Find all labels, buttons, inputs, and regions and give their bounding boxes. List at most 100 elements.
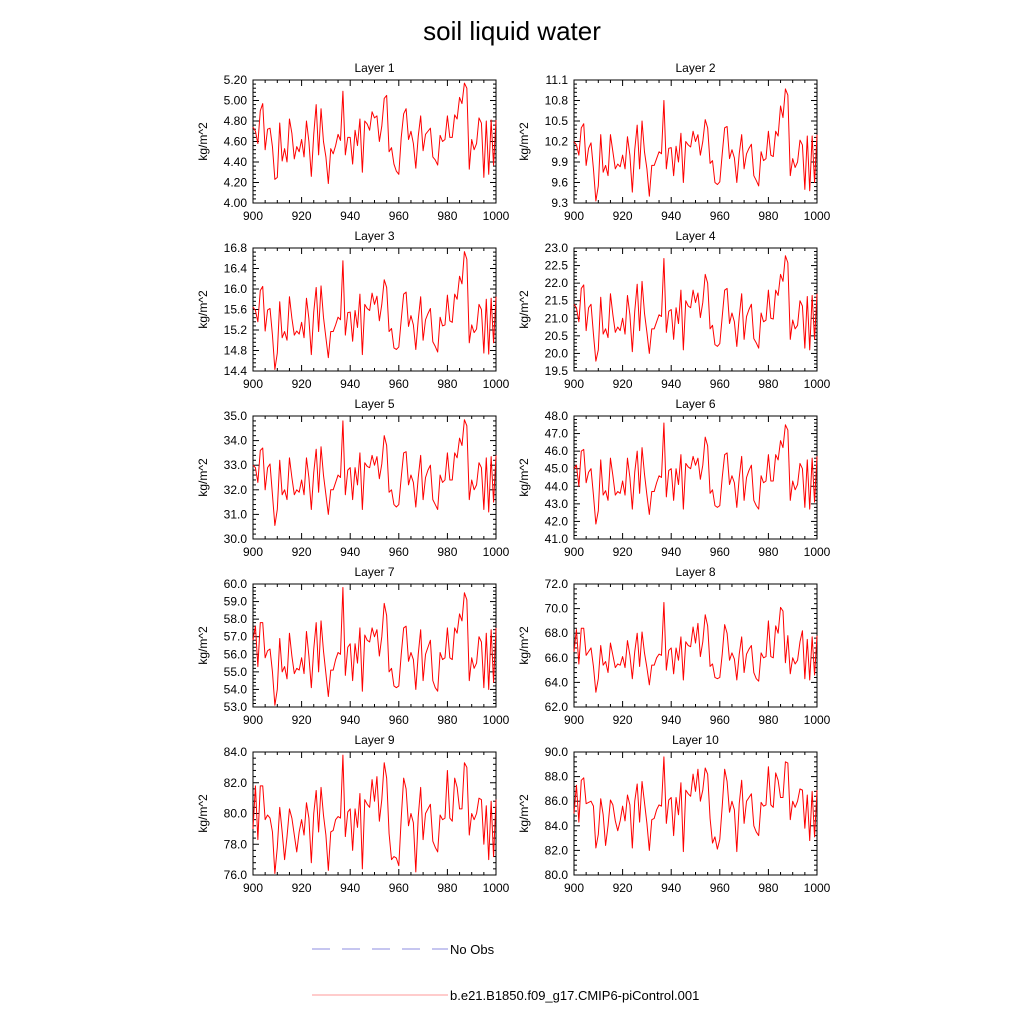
y-tick-label: 64.0 <box>545 675 569 689</box>
x-tick-label: 940 <box>661 377 681 391</box>
x-tick-label: 980 <box>437 545 457 559</box>
x-tick-label: 980 <box>758 377 778 391</box>
y-tick-label: 4.60 <box>224 135 248 149</box>
y-tick-label: 20.0 <box>545 346 569 360</box>
plot-frame <box>252 247 497 372</box>
x-tick-label: 980 <box>437 713 457 727</box>
panel-title: Layer 3 <box>354 229 394 243</box>
series-line <box>573 88 818 202</box>
panel-title: Layer 8 <box>675 565 715 579</box>
x-tick-label: 900 <box>564 545 584 559</box>
x-tick-label: 940 <box>340 713 360 727</box>
x-tick-label: 900 <box>243 713 263 727</box>
series-line <box>573 255 818 362</box>
y-axis-label: kg/m^2 <box>517 458 531 497</box>
series-line <box>252 587 497 706</box>
x-tick-label: 920 <box>613 545 633 559</box>
x-tick-label: 980 <box>758 713 778 727</box>
x-tick-label: 940 <box>340 377 360 391</box>
panel-layer-3: Layer 3 kg/m^2 900 920 940 960 980 1000 14.4 14.8… <box>196 229 510 391</box>
x-tick-label: 980 <box>437 377 457 391</box>
y-tick-label: 62.0 <box>545 700 569 714</box>
y-tick-label: 30.0 <box>224 532 248 546</box>
y-tick-label: 33.0 <box>224 458 248 472</box>
x-tick-label: 900 <box>243 377 263 391</box>
panel-layer-4: Layer 4 kg/m^2 900 920 940 960 980 1000 19.5 20.0… <box>517 229 831 391</box>
panel-layer-7: Layer 7 kg/m^2 900 920 940 960 980 1000 53.0 54.0… <box>196 565 510 727</box>
x-tick-label: 920 <box>613 881 633 895</box>
y-axis-label: kg/m^2 <box>196 290 210 329</box>
series-line <box>252 754 497 874</box>
x-tick-label: 920 <box>292 209 312 223</box>
x-tick-label: 940 <box>340 545 360 559</box>
y-axis-label: kg/m^2 <box>517 794 531 833</box>
x-tick-label: 980 <box>758 545 778 559</box>
x-tick-label: 920 <box>292 545 312 559</box>
y-tick-label: 11.1 <box>546 73 569 87</box>
y-tick-label: 5.20 <box>224 73 248 87</box>
y-tick-label: 78.0 <box>224 837 248 851</box>
panel-layer-5: Layer 5 kg/m^2 900 920 940 960 980 1000 30.0 31.0… <box>196 397 510 559</box>
y-tick-label: 53.0 <box>224 700 248 714</box>
panel-title: Layer 2 <box>675 61 715 75</box>
x-tick-label: 960 <box>389 881 409 895</box>
y-axis-label: kg/m^2 <box>196 794 210 833</box>
y-axis-label: kg/m^2 <box>196 626 210 665</box>
y-tick-label: 16.0 <box>224 282 248 296</box>
y-tick-label: 9.9 <box>551 155 568 169</box>
x-tick-label: 900 <box>564 209 584 223</box>
y-tick-label: 86.0 <box>545 794 569 808</box>
y-tick-label: 46.0 <box>545 444 569 458</box>
y-tick-label: 44.0 <box>545 479 569 493</box>
x-tick-label: 980 <box>437 881 457 895</box>
y-tick-label: 48.0 <box>545 409 569 423</box>
y-tick-label: 58.0 <box>224 612 248 626</box>
legend-label-no-obs: No Obs <box>450 942 495 957</box>
x-tick-label: 920 <box>292 377 312 391</box>
y-axis-label: kg/m^2 <box>517 626 531 665</box>
y-tick-label: 82.0 <box>224 776 248 790</box>
x-tick-label: 980 <box>758 881 778 895</box>
x-tick-label: 1000 <box>483 377 510 391</box>
y-tick-label: 14.4 <box>224 364 248 378</box>
y-tick-label: 41.0 <box>545 532 569 546</box>
x-tick-label: 940 <box>661 545 681 559</box>
y-tick-label: 54.0 <box>224 682 248 696</box>
x-tick-label: 960 <box>710 209 730 223</box>
x-tick-label: 980 <box>758 209 778 223</box>
y-tick-label: 59.0 <box>224 595 248 609</box>
plot-frame <box>252 583 497 708</box>
y-tick-label: 4.80 <box>224 114 248 128</box>
x-tick-label: 980 <box>437 209 457 223</box>
panel-title: Layer 10 <box>672 733 719 747</box>
y-tick-label: 88.0 <box>545 770 569 784</box>
y-axis-label: kg/m^2 <box>517 290 531 329</box>
panel-layer-2: Layer 2 kg/m^2 900 920 940 960 980 1000 9.3 9.6 9.… <box>517 61 831 223</box>
plot-frame <box>573 247 818 372</box>
y-tick-label: 4.00 <box>224 196 248 210</box>
y-tick-label: 66.0 <box>545 651 569 665</box>
panel-layer-9: Layer 9 kg/m^2 900 920 940 960 980 1000 76.0 78.0… <box>196 733 510 895</box>
x-tick-label: 900 <box>564 713 584 727</box>
y-tick-label: 80.0 <box>545 868 569 882</box>
x-tick-label: 940 <box>661 881 681 895</box>
plot-frame <box>573 751 818 876</box>
y-axis-label: kg/m^2 <box>517 122 531 161</box>
y-tick-label: 21.5 <box>545 294 569 308</box>
panel-layer-10: Layer 10 kg/m^2 900 920 940 960 980 1000 80.0 82.… <box>517 733 831 895</box>
y-tick-label: 10.2 <box>545 135 569 149</box>
y-tick-label: 10.8 <box>545 94 569 108</box>
y-tick-label: 4.20 <box>224 176 248 190</box>
y-tick-label: 16.4 <box>224 262 248 276</box>
x-tick-label: 940 <box>661 209 681 223</box>
x-tick-label: 960 <box>710 377 730 391</box>
y-tick-label: 84.0 <box>545 819 569 833</box>
legend-label-run: b.e21.B1850.f09_g17.CMIP6-piControl.001 <box>450 988 699 1003</box>
x-tick-label: 1000 <box>804 209 831 223</box>
panel-title: Layer 9 <box>354 733 394 747</box>
x-tick-label: 1000 <box>483 209 510 223</box>
y-axis-label: kg/m^2 <box>196 458 210 497</box>
x-tick-label: 960 <box>389 713 409 727</box>
y-tick-label: 15.6 <box>224 303 248 317</box>
